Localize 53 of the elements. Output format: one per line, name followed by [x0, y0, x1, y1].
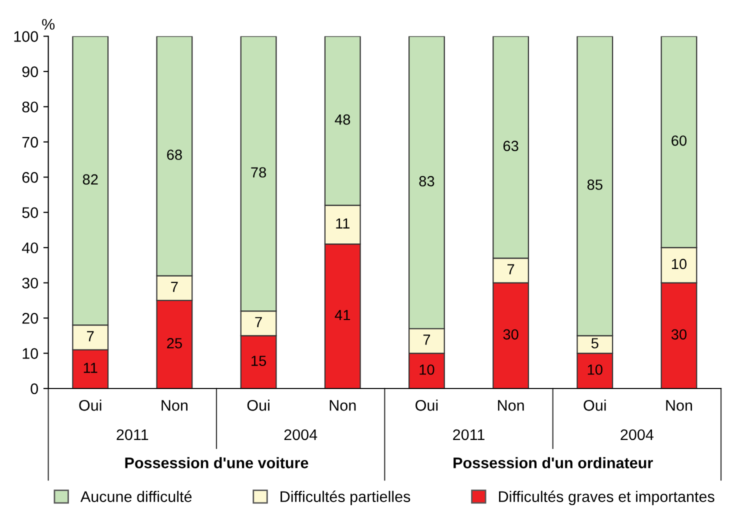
- data-label: 7: [507, 264, 514, 274]
- data-label: 10: [588, 364, 602, 375]
- legend-label: Aucune difficulté: [80, 490, 192, 502]
- y-tick-label: 80: [22, 102, 38, 112]
- data-label: 10: [672, 258, 687, 270]
- data-label: 5: [591, 338, 598, 348]
- y-axis-title: %: [42, 18, 55, 30]
- data-label: 30: [503, 329, 518, 340]
- y-tick-label: 40: [22, 242, 38, 254]
- data-label: 25: [167, 338, 182, 348]
- data-label: 10: [420, 364, 434, 375]
- data-label: 11: [84, 362, 98, 373]
- x-tick-label: Oui: [416, 400, 438, 411]
- x-tick-label: Oui: [584, 400, 606, 411]
- x-tick-label: Non: [666, 400, 692, 411]
- data-label: 78: [251, 167, 266, 178]
- x-tick-label: Oui: [247, 400, 270, 411]
- y-tick-label: 70: [22, 136, 38, 148]
- x-tick-label: Non: [330, 400, 356, 411]
- data-label: 83: [419, 176, 434, 186]
- y-tick-label: 90: [22, 66, 38, 78]
- x-tick-label: Non: [498, 400, 524, 411]
- y-tick-label: 20: [22, 312, 38, 324]
- data-label: 30: [671, 329, 687, 340]
- text: 2004: [620, 429, 654, 440]
- y-tick-label: 30: [22, 278, 38, 289]
- y-tick-label: 60: [22, 172, 38, 183]
- data-label: 85: [587, 180, 602, 190]
- data-label: 7: [87, 331, 94, 342]
- x-tick-label: Oui: [79, 400, 102, 411]
- data-label: 41: [334, 310, 350, 320]
- data-label: 7: [423, 334, 430, 345]
- y-tick-label: 0: [30, 383, 38, 394]
- text: Possession d'une voiture: [125, 457, 308, 468]
- data-label: 68: [167, 150, 182, 160]
- data-label: 48: [334, 114, 350, 125]
- text: 2011: [453, 429, 484, 440]
- text: Possession d'un ordinateur: [454, 457, 653, 468]
- data-label: 82: [82, 174, 98, 185]
- data-label: 15: [252, 356, 266, 366]
- x-tick-label: Non: [162, 400, 188, 411]
- y-tick-label: 100: [14, 31, 38, 42]
- text: 2004: [284, 429, 318, 440]
- data-label: 63: [503, 140, 518, 152]
- data-label: 11: [336, 218, 350, 228]
- data-label: 7: [171, 282, 178, 292]
- data-label: 60: [672, 136, 687, 146]
- legend-label: Difficultés graves et importantes: [499, 490, 714, 506]
- y-tick-label: 50: [22, 207, 38, 218]
- data-label: 7: [255, 317, 262, 328]
- y-tick-label: 10: [22, 348, 38, 359]
- legend-label: Difficultés partielles: [280, 490, 410, 506]
- text: 2011: [116, 429, 148, 440]
